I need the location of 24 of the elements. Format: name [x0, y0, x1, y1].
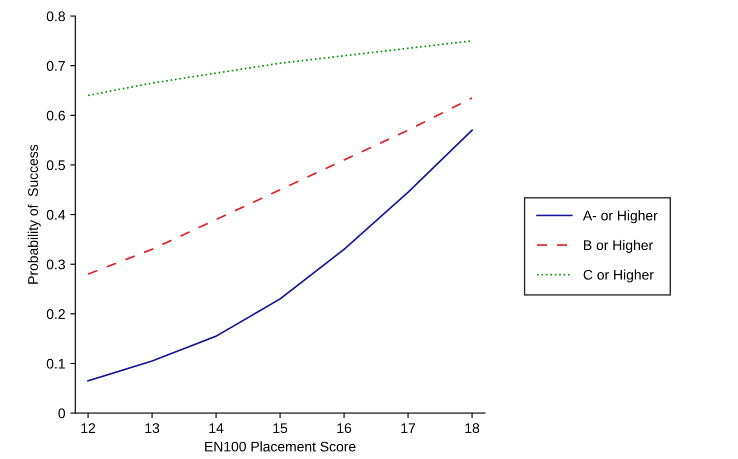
line-series: [87, 129, 473, 382]
x-tick-label: 16: [337, 423, 352, 434]
y-tick-label: 0: [58, 408, 66, 418]
y-tick-label: 0.4: [46, 210, 66, 220]
y-tick-label: 0.6: [46, 110, 65, 120]
y-tick-label: 0.7: [46, 61, 65, 71]
line-series: [87, 97, 473, 275]
y-tick-label: 0.1: [46, 358, 65, 369]
x-tick-label: 13: [145, 423, 160, 434]
x-tick-label: 14: [209, 423, 224, 433]
y-tick-label: 0.2: [46, 309, 65, 320]
x-tick-label: 15: [273, 423, 288, 434]
y-axis-title: Probability of Success: [28, 144, 41, 284]
legend-label: A- or Higher: [582, 210, 658, 224]
legend-label: B or Higher: [584, 240, 653, 253]
x-tick-label: 18: [465, 423, 480, 434]
y-tick-label: 0.5: [46, 160, 65, 170]
y-tick-label: 0.8: [46, 11, 65, 22]
x-tick-label: 17: [401, 423, 416, 433]
legend-label: C or Higher: [584, 269, 654, 282]
x-axis-title: EN100 Placement Score: [205, 441, 356, 452]
line-series: [87, 40, 473, 96]
y-tick-label: 0.3: [46, 260, 65, 270]
x-tick-label: 12: [81, 423, 96, 433]
